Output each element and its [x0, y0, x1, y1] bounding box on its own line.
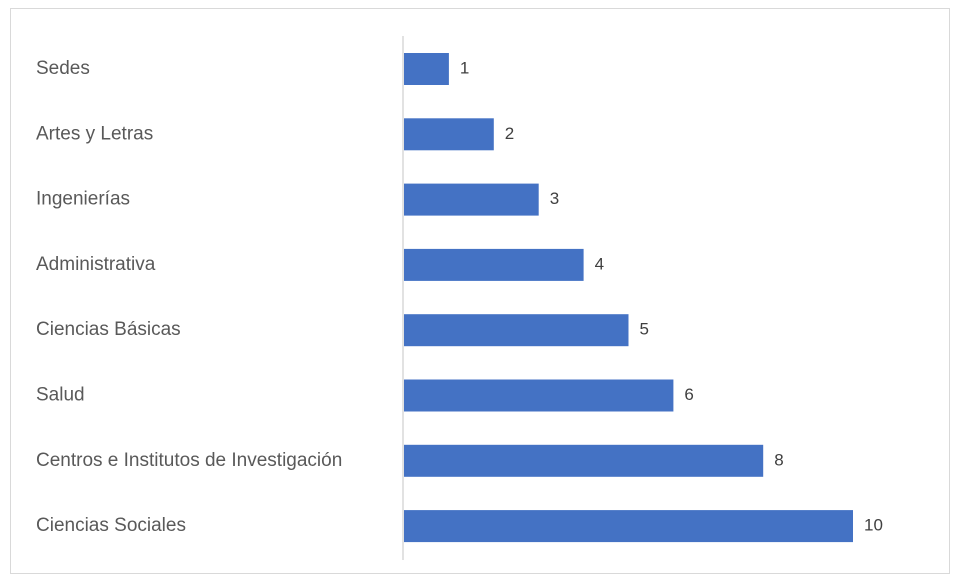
value-label-8: 10 — [864, 516, 883, 535]
value-label-6: 6 — [684, 385, 693, 404]
category-label-2: Artes y Letras — [36, 123, 153, 144]
bar-7 — [404, 444, 764, 477]
category-label-7: Centros e Institutos de Investigación — [36, 450, 342, 471]
category-label-3: Ingenierías — [36, 189, 130, 210]
value-labels-group: 1 2 3 4 5 6 8 10 — [460, 58, 883, 534]
bar-5 — [404, 314, 629, 347]
value-label-4: 4 — [595, 254, 604, 273]
category-label-6: Salud — [36, 385, 85, 406]
category-label-5: Ciencias Básicas — [36, 319, 181, 340]
value-label-5: 5 — [640, 320, 649, 339]
bar-4 — [404, 248, 584, 281]
bar-8 — [404, 510, 853, 543]
category-label-4: Administrativa — [36, 254, 156, 275]
category-label-1: Sedes — [36, 58, 90, 79]
value-label-3: 3 — [550, 189, 559, 208]
bar-3 — [404, 183, 539, 216]
category-label-8: Ciencias Sociales — [36, 515, 186, 536]
bars-group — [404, 53, 853, 543]
chart-frame — [10, 8, 950, 574]
bar-2 — [404, 118, 494, 151]
category-labels-group: Sedes Artes y Letras Ingenierías Administra… — [36, 58, 342, 536]
bar-6 — [404, 379, 674, 412]
bar-1 — [404, 53, 449, 85]
value-label-7: 8 — [774, 450, 783, 469]
value-label-2: 2 — [505, 124, 514, 143]
value-label-1: 1 — [460, 58, 469, 77]
